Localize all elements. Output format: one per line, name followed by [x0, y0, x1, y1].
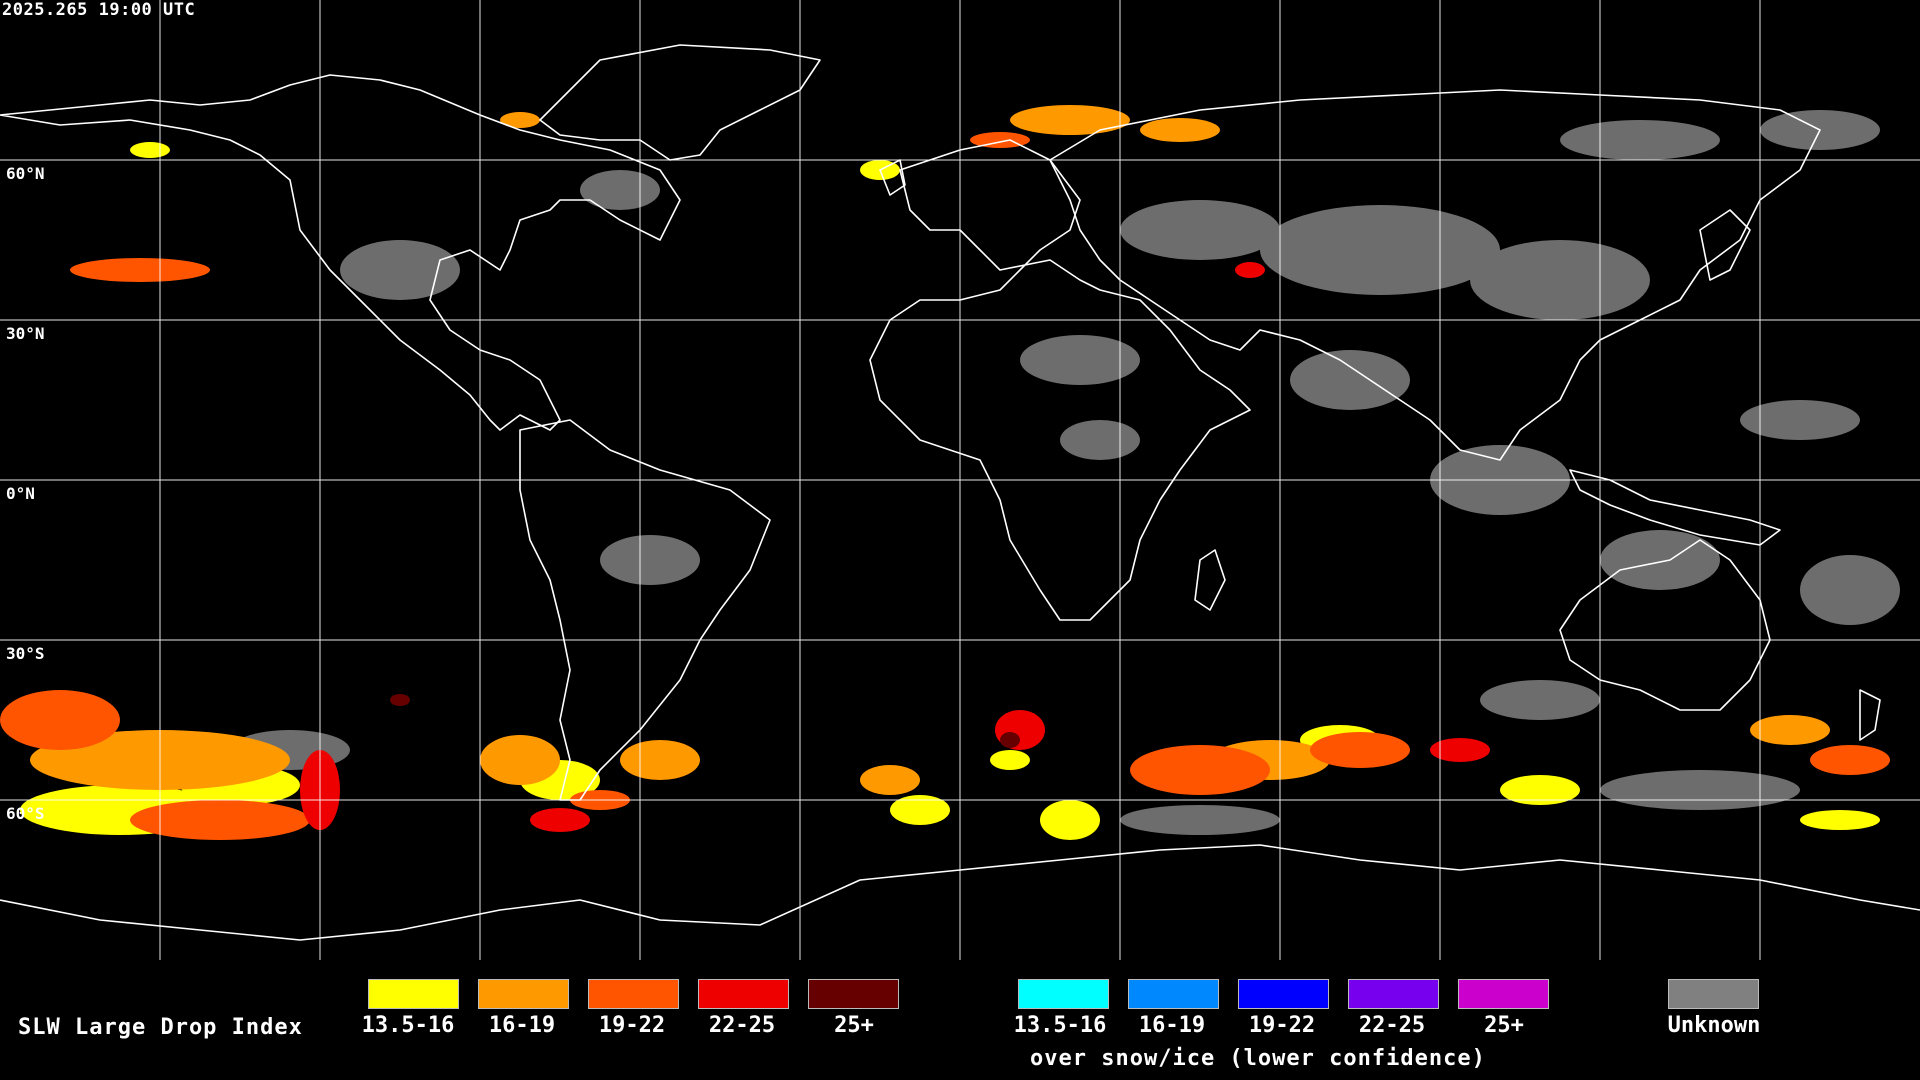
snow-ice-caption: over snow/ice (lower confidence) — [1030, 1046, 1486, 1071]
graticule — [0, 0, 1920, 960]
lat-label-60s: 60°S — [6, 804, 45, 823]
greenland-coast — [539, 44, 821, 161]
swatch-snow-label-4: 22-25 — [1358, 1013, 1426, 1038]
lat-label-30n: 30°N — [6, 324, 45, 343]
swatch-snow-label-3: 19-22 — [1248, 1013, 1316, 1038]
new-zealand-coast — [1859, 689, 1881, 741]
madagascar-coast — [1194, 549, 1226, 611]
world-map — [0, 0, 1920, 960]
swatch-primary-label-2: 16-19 — [488, 1013, 556, 1038]
timestamp: 2025.265 19:00 UTC — [2, 0, 196, 20]
swatch-snow-5 — [1458, 979, 1549, 1009]
lat-label-0n: 0°N — [6, 484, 35, 503]
swatch-snow-4 — [1348, 979, 1439, 1009]
legend-title: SLW Large Drop Index — [18, 1015, 303, 1040]
swatch-primary-label-1: 13.5-16 — [361, 1013, 455, 1038]
europe-africa-coast — [869, 139, 1251, 621]
swatch-primary-4 — [698, 979, 789, 1009]
swatch-unknown-label: Unknown — [1667, 1013, 1761, 1038]
swatch-primary-2 — [478, 979, 569, 1009]
swatch-unknown — [1668, 979, 1759, 1009]
swatch-primary-3 — [588, 979, 679, 1009]
legend-panel — [0, 960, 1920, 1080]
swatch-primary-label-4: 22-25 — [708, 1013, 776, 1038]
swatch-primary-5 — [808, 979, 899, 1009]
north-america-coast — [0, 74, 681, 431]
swatch-snow-label-1: 13.5-16 — [1013, 1013, 1107, 1038]
swatch-snow-1 — [1018, 979, 1109, 1009]
british-isles-coast — [879, 159, 906, 196]
swatch-primary-label-3: 19-22 — [598, 1013, 666, 1038]
japan-coast — [1699, 209, 1751, 281]
swatch-snow-2 — [1128, 979, 1219, 1009]
swatch-primary-1 — [368, 979, 459, 1009]
swatch-snow-label-2: 16-19 — [1138, 1013, 1206, 1038]
swatch-snow-3 — [1238, 979, 1329, 1009]
slw-data-areas — [0, 105, 1890, 840]
lat-label-30s: 30°S — [6, 644, 45, 663]
lat-label-60n: 60°N — [6, 164, 45, 183]
indonesia-coast — [1569, 469, 1781, 546]
australia-coast — [1559, 539, 1771, 711]
swatch-snow-label-5: 25+ — [1484, 1013, 1524, 1038]
swatch-primary-label-5: 25+ — [834, 1013, 874, 1038]
